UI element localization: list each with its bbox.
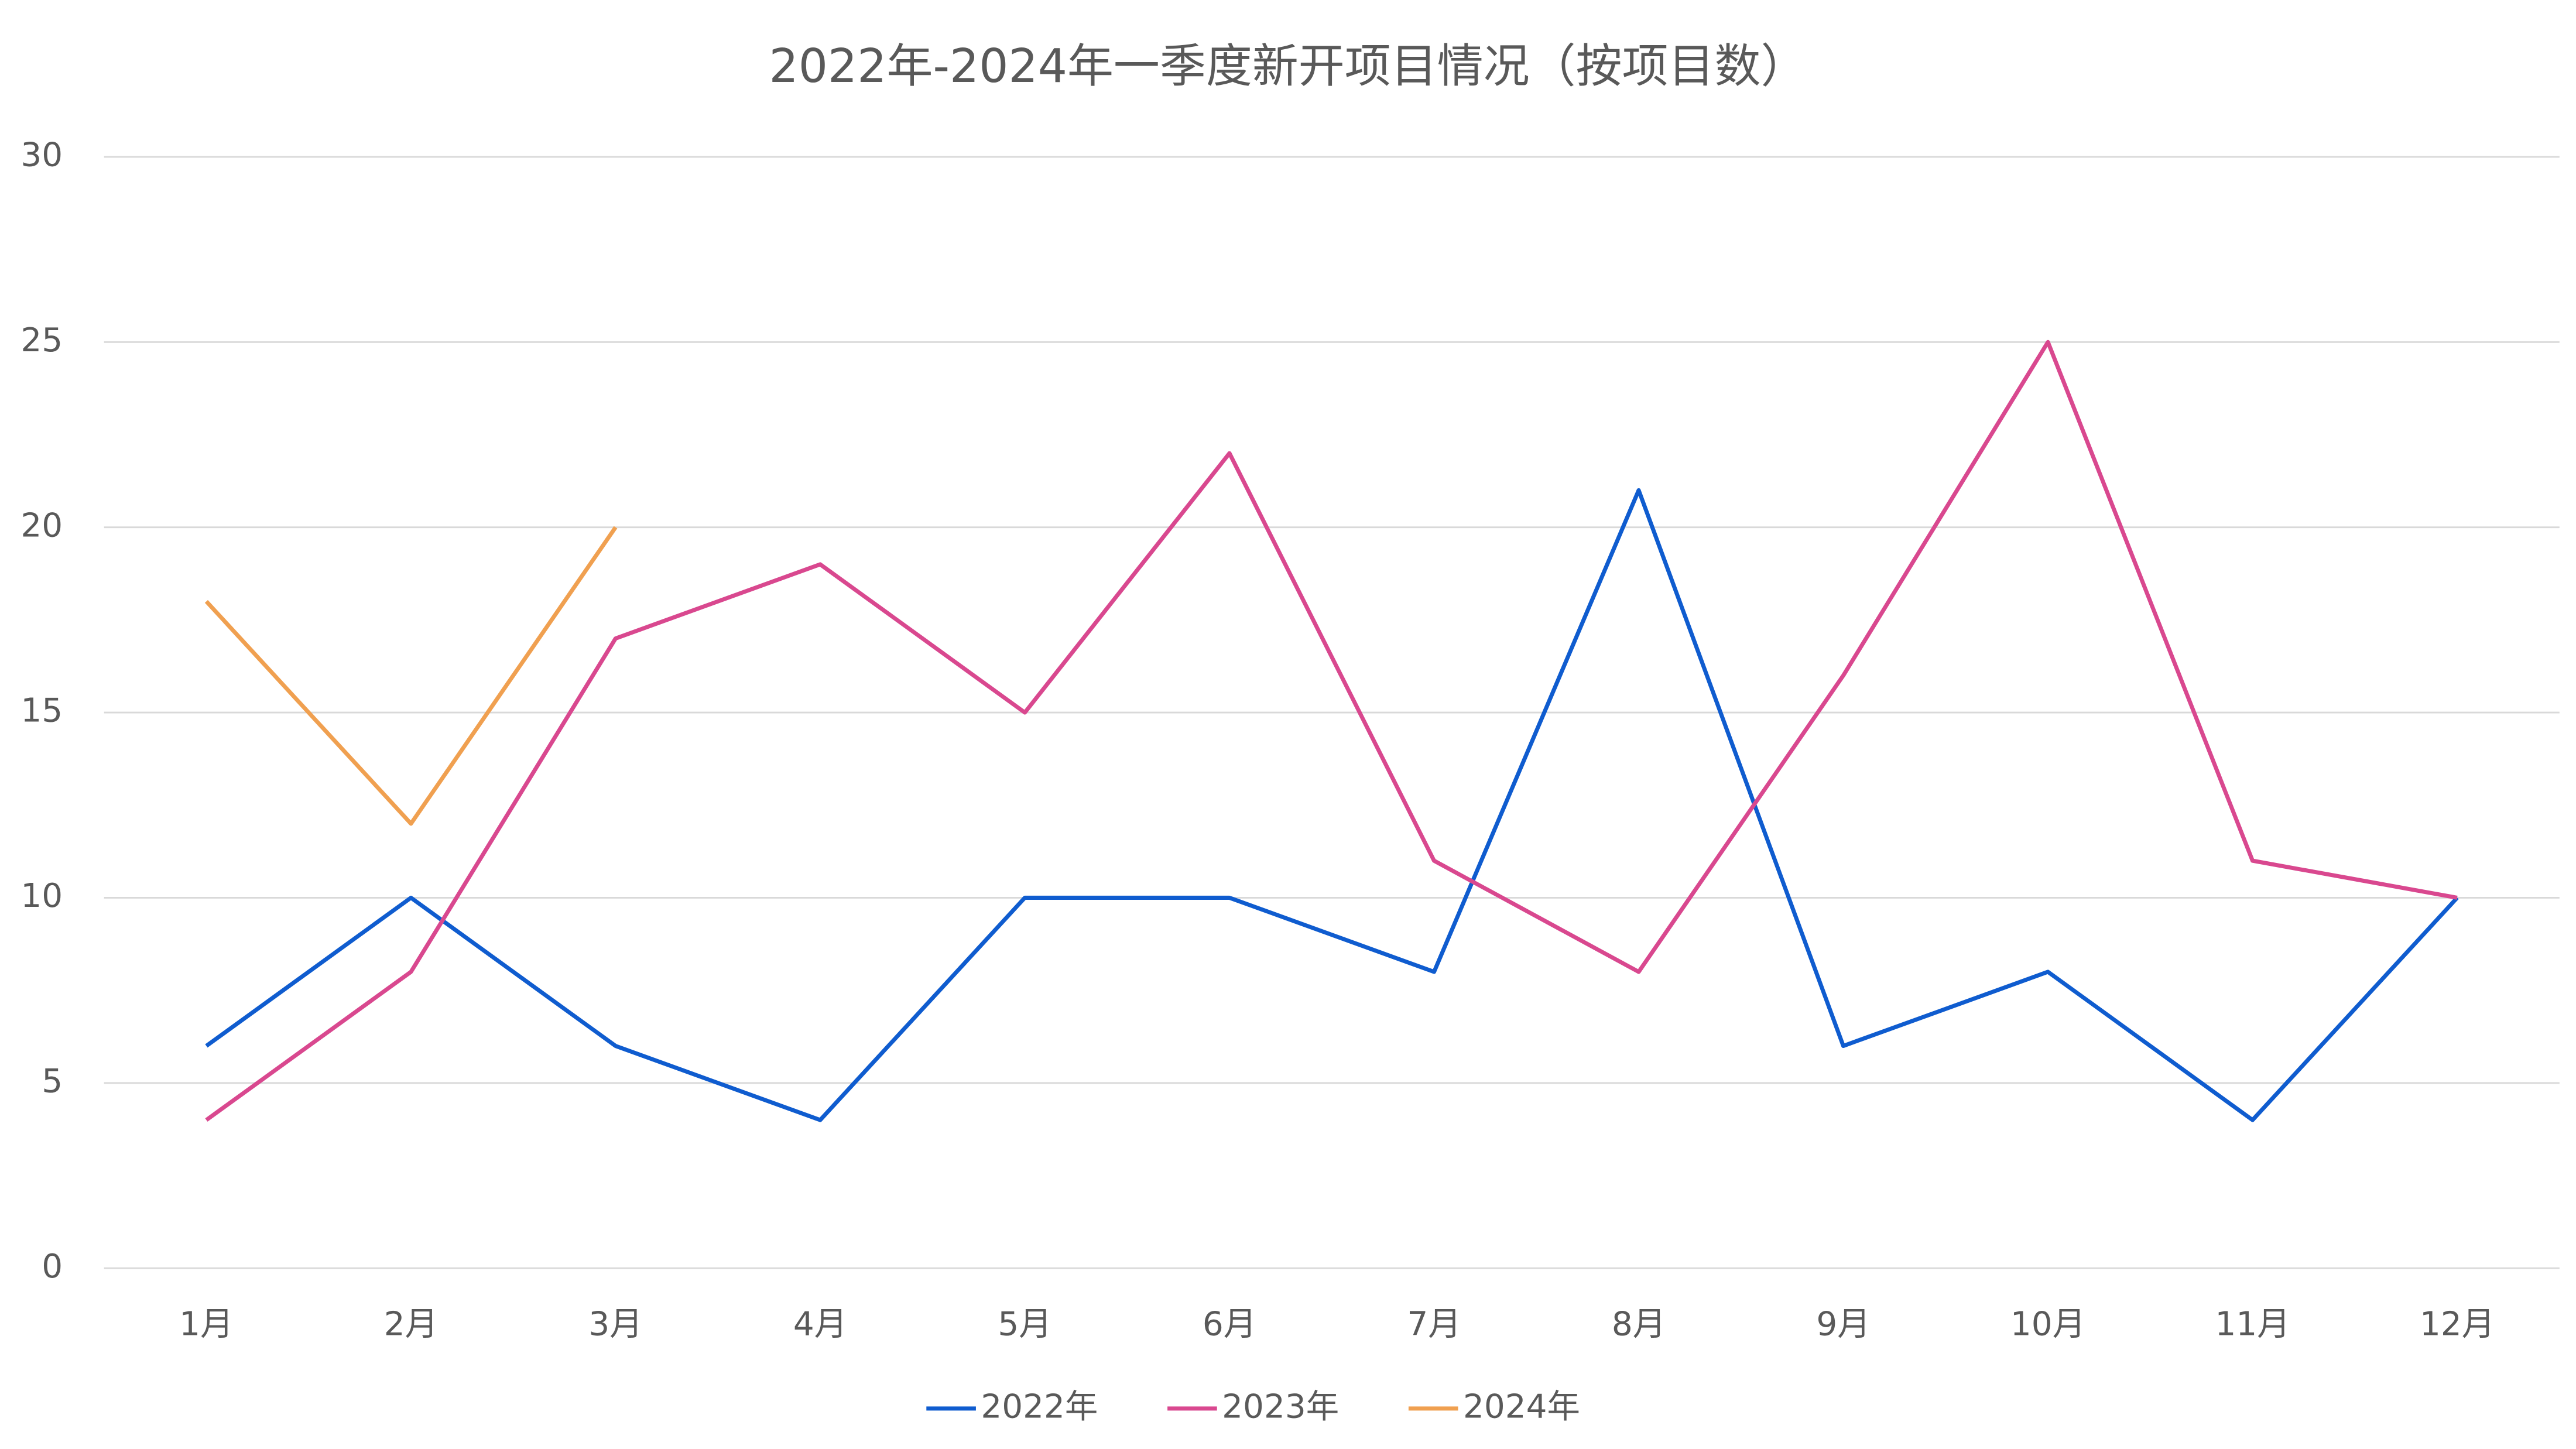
legend-label: 2023年 (1222, 1388, 1339, 1426)
y-tick-label: 25 (20, 321, 63, 359)
y-tick-label: 10 (20, 877, 63, 915)
line-series (205, 340, 2458, 1122)
x-tick-label: 10月 (2010, 1305, 2085, 1343)
y-tick-label: 30 (20, 136, 63, 174)
x-tick-label: 6月 (1203, 1305, 1256, 1343)
y-tick-label: 5 (42, 1062, 63, 1100)
x-tick-label: 1月 (179, 1305, 233, 1343)
legend-label: 2024年 (1463, 1388, 1580, 1426)
line-series (205, 488, 2459, 1122)
legend-label: 2022年 (981, 1388, 1098, 1426)
y-tick-label: 15 (20, 692, 63, 730)
line-series (204, 526, 618, 826)
x-tick-label: 9月 (1816, 1305, 1870, 1343)
y-tick-label: 0 (42, 1248, 63, 1286)
x-tick-label: 2月 (384, 1305, 438, 1343)
x-tick-label: 8月 (1612, 1305, 1666, 1343)
x-tick-label: 7月 (1407, 1305, 1461, 1343)
chart-title: 2022年-2024年一季度新开项目情况（按项目数） (769, 39, 1807, 93)
x-tick-label: 3月 (588, 1305, 642, 1343)
x-tick-label: 11月 (2215, 1305, 2290, 1343)
x-tick-label: 4月 (793, 1305, 847, 1343)
y-tick-label: 20 (20, 506, 63, 544)
x-tick-label: 12月 (2420, 1305, 2495, 1343)
x-tick-label: 5月 (998, 1305, 1051, 1343)
